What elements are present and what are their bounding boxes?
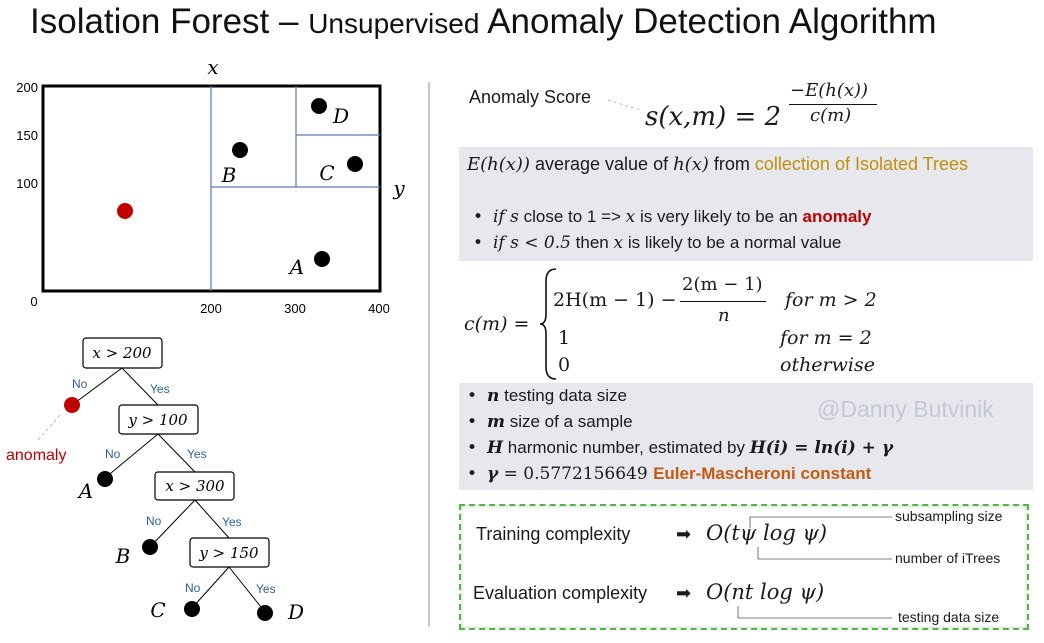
complexity-annotation-lines: [737, 516, 892, 619]
x-tick-400: 400: [368, 301, 390, 316]
score-exponent-numerator: −E(h(x)): [790, 80, 869, 101]
x-tick-300: 300: [284, 301, 306, 316]
tree-leaf-d: [257, 605, 273, 621]
edge-yes-3: Yes: [222, 515, 242, 529]
training-arrow-icon: ➡: [676, 524, 692, 544]
cm-lhs: c(m) =: [464, 313, 530, 335]
tree-node-2: y > 100: [118, 404, 199, 435]
score-exponent-bar: [789, 104, 877, 105]
symbol-h: H harmonic number, estimated by H(i) = l…: [467, 438, 893, 458]
y-tick-100: 100: [16, 176, 38, 191]
annotation-testing: testing data size: [898, 609, 1000, 625]
tree-leaf-a: [97, 471, 113, 487]
score-pointer: [607, 99, 641, 111]
cm-brace: [539, 268, 557, 380]
x-axis-label: x: [207, 55, 218, 79]
point-c-label: C: [319, 161, 334, 185]
page-title: Isolation Forest – Unsupervised Anomaly …: [30, 2, 937, 41]
edge-no-3: No: [146, 514, 162, 528]
point-d: [311, 98, 327, 114]
tree-leaf-b: [142, 539, 158, 555]
edge-yes-1: Yes: [150, 382, 170, 396]
divider: [428, 82, 430, 627]
svg-text:x > 300: x > 300: [165, 477, 225, 495]
symbol-m: m size of a sample: [467, 412, 633, 432]
cm-row3: 0: [558, 354, 571, 376]
point-a: [314, 251, 330, 267]
score-exponent-denominator: c(m): [810, 105, 852, 126]
point-d-label: D: [332, 104, 349, 128]
symbol-gamma: γ = 0.5772156649 Euler-Mascheroni consta…: [467, 464, 871, 484]
tree-node-3: x > 300: [154, 471, 235, 501]
edge-no-2: No: [105, 447, 121, 461]
partition-plot: x y 200 150 100 0 200 300 400 B D C A: [16, 55, 405, 316]
svg-text:y > 100: y > 100: [127, 411, 188, 429]
point-b-label: B: [221, 163, 237, 187]
evaluation-arrow-icon: ➡: [676, 583, 692, 603]
anomaly-score-label: Anomaly Score: [469, 87, 592, 107]
anomaly-label: anomaly: [6, 447, 66, 464]
cm-frac-bar: [680, 301, 766, 302]
expected-path-definition: E(h(x)) average value of h(x) from colle…: [467, 154, 969, 175]
cm-frac-num: 2(m − 1): [682, 274, 763, 295]
svg-text:x > 200: x > 200: [92, 344, 152, 362]
cm-row3-cond: otherwise: [780, 354, 875, 376]
tree-node-1: x > 200: [82, 337, 163, 369]
symbol-n: n testing data size: [467, 386, 627, 406]
annotation-subsampling: subsampling size: [895, 508, 1003, 524]
tree-leaf-c-label: C: [150, 598, 165, 622]
svg-text:y > 150: y > 150: [198, 544, 259, 562]
y-tick-0: 0: [30, 294, 37, 309]
edge-no-1: No: [72, 377, 88, 391]
isolation-tree: [37, 367, 266, 613]
tree-leaf-d-label: D: [287, 600, 304, 624]
annotation-itrees: number of iTrees: [895, 550, 1001, 566]
edge-yes-4: Yes: [256, 582, 276, 596]
point-b: [232, 142, 248, 158]
cm-frac-den: n: [718, 305, 730, 326]
y-axis-label: y: [392, 176, 405, 200]
isolation-diagram: x y 200 150 100 0 200 300 400 B D C A: [6, 55, 405, 624]
tree-leaf-b-label: B: [115, 544, 131, 568]
cm-row1: 2H(m − 1) −: [553, 289, 677, 311]
bullet-normal: if s < 0.5 then x is likely to be a norm…: [473, 233, 841, 253]
tree-leaf-c: [184, 601, 200, 617]
evaluation-formula: O(nt log ψ): [706, 580, 825, 604]
score-formula: s(x,m) = 2: [645, 102, 782, 132]
tree-leaf-a-label: A: [77, 479, 93, 503]
training-label: Training complexity: [476, 524, 631, 544]
cm-row2-cond: for m = 2: [780, 327, 872, 349]
complexity-box: [459, 504, 1029, 630]
edge-yes-2: Yes: [187, 447, 207, 461]
bullet-anomaly: if s close to 1 => x is very likely to b…: [473, 207, 872, 227]
point-a-label: A: [288, 255, 304, 279]
x-tick-200: 200: [200, 301, 222, 316]
cm-row2: 1: [558, 327, 571, 349]
cm-row1-cond: for m > 2: [785, 289, 877, 311]
anomaly-point: [117, 203, 133, 219]
y-tick-150: 150: [16, 128, 38, 143]
tree-anomaly-leaf: [64, 397, 80, 413]
point-c: [347, 156, 363, 172]
watermark: @Danny Butvinik: [817, 396, 994, 422]
evaluation-label: Evaluation complexity: [473, 583, 648, 603]
edge-no-4: No: [185, 581, 201, 595]
training-formula: O(tψ log ψ): [706, 521, 828, 545]
y-tick-200: 200: [16, 80, 38, 95]
tree-node-4: y > 150: [189, 537, 270, 568]
